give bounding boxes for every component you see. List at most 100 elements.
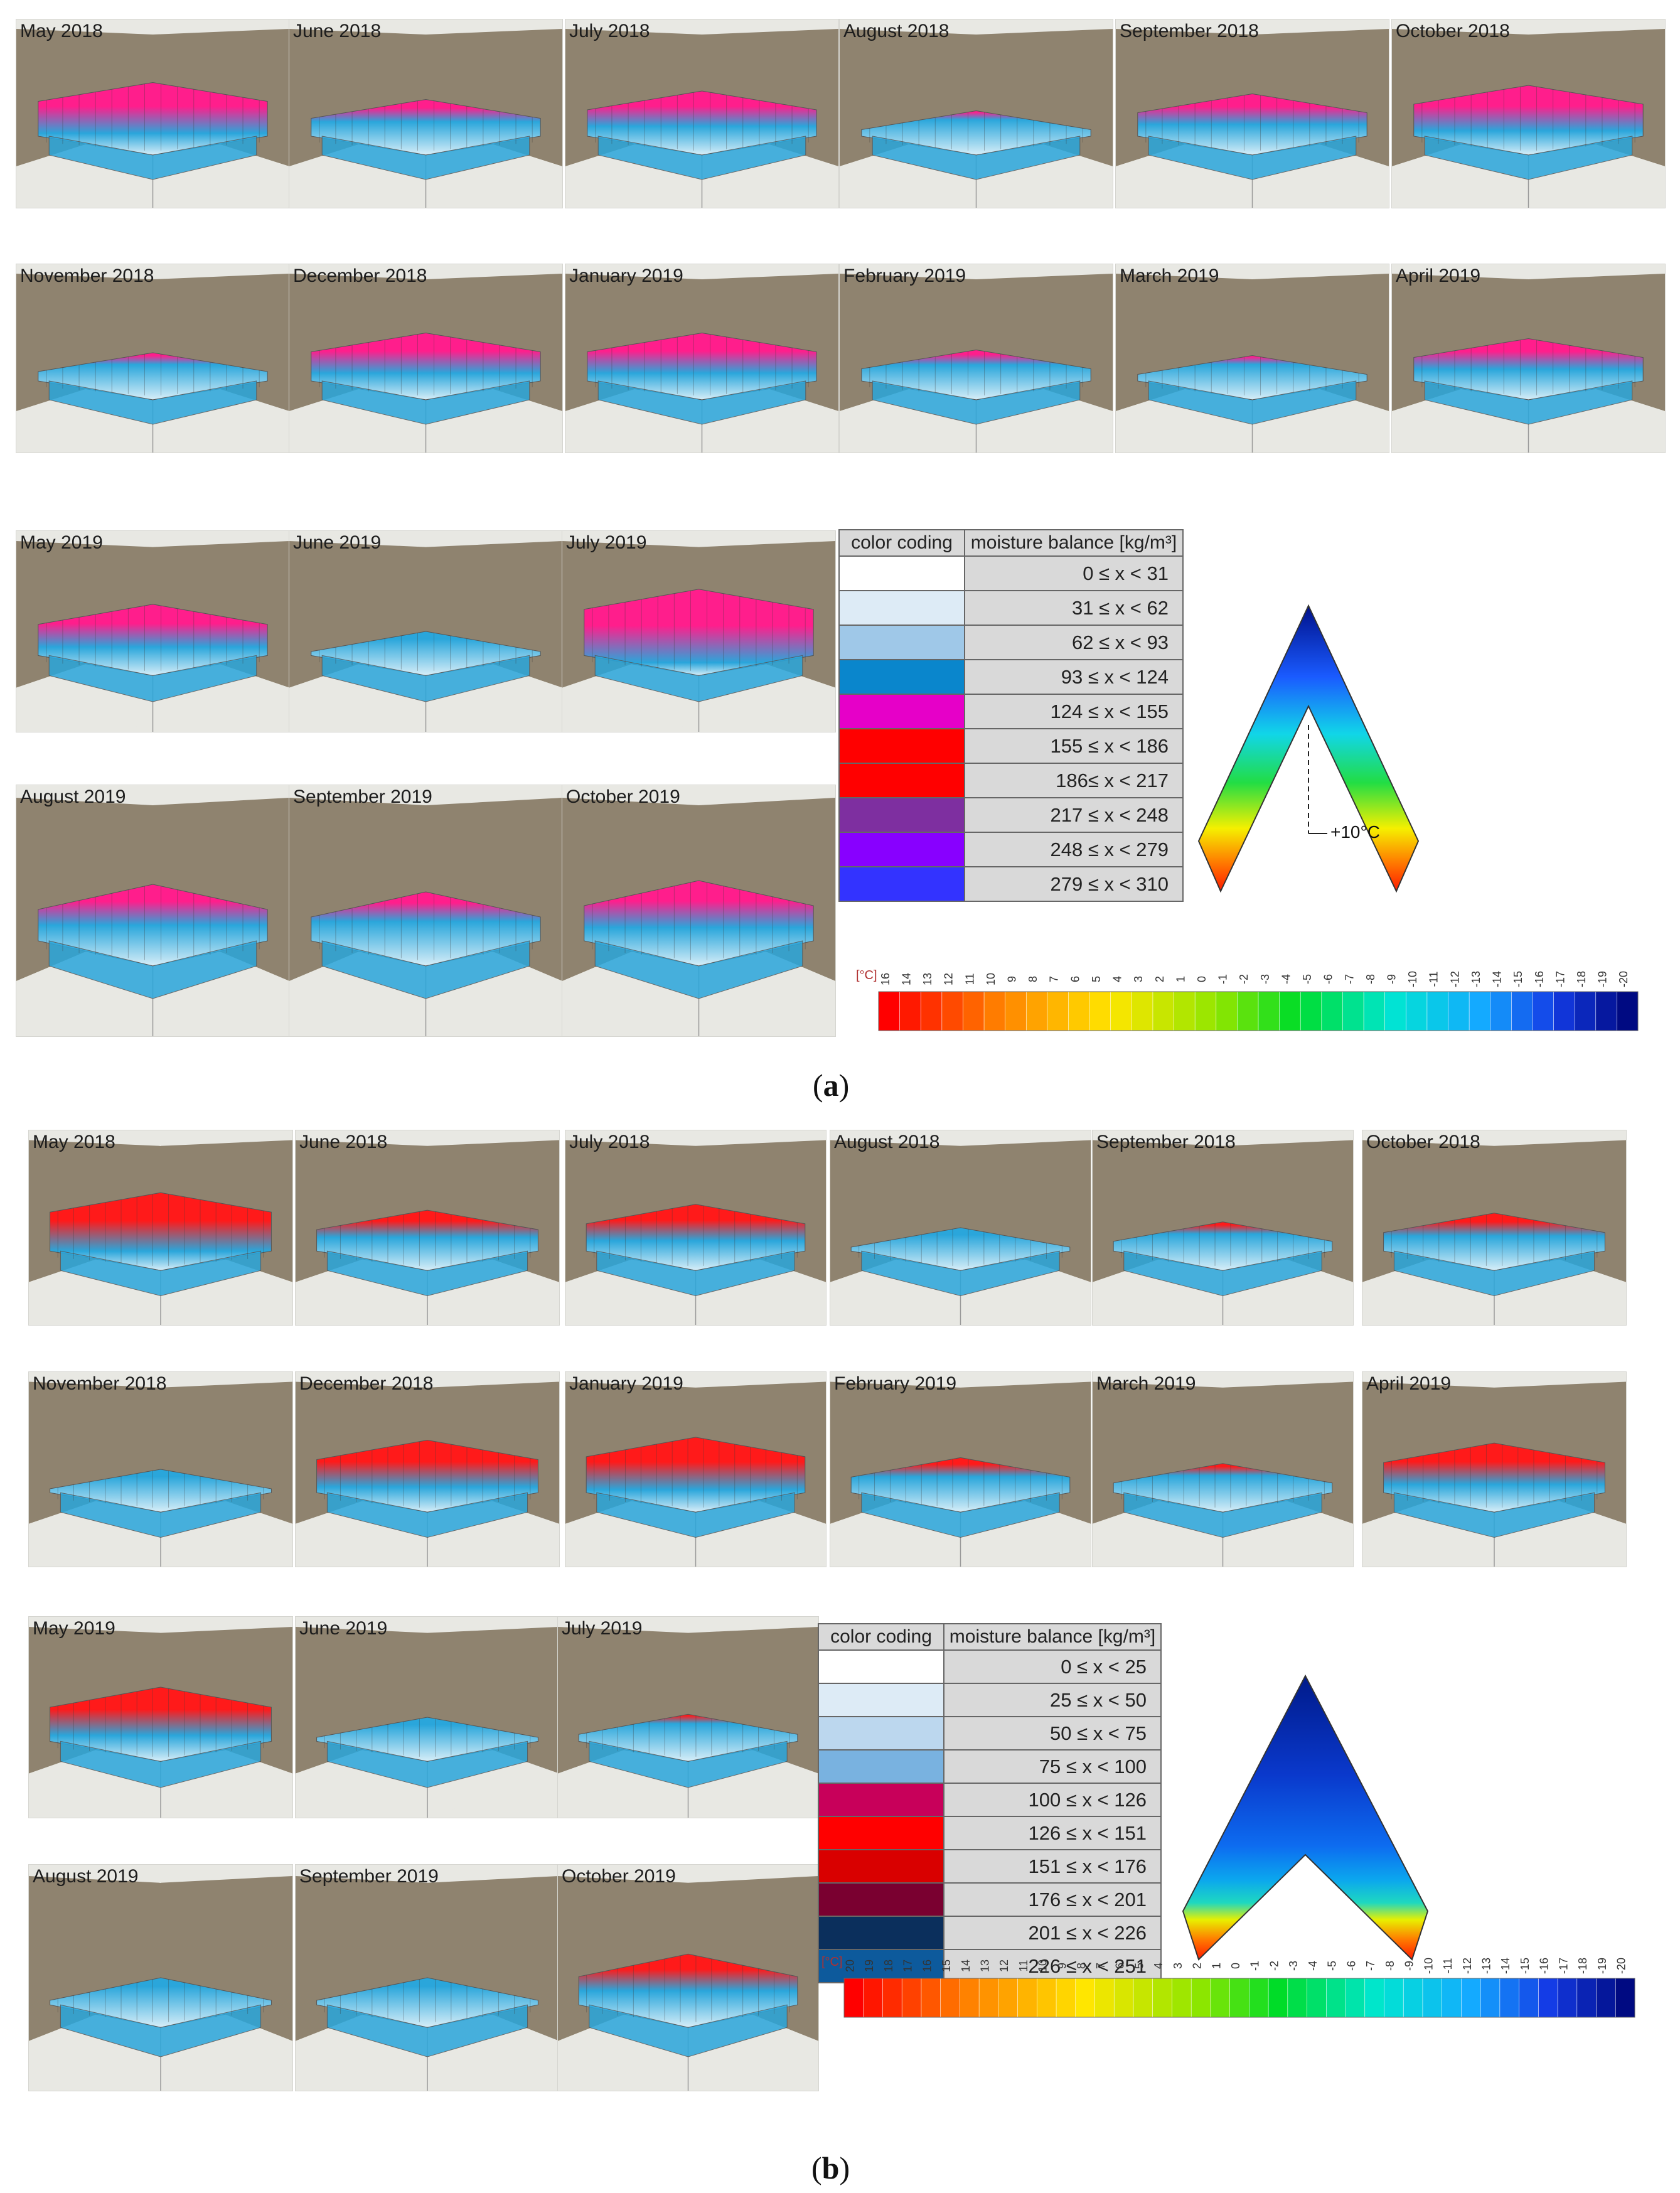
legend-table-b: color coding moisture balance [kg/m³] 0 … (818, 1623, 1162, 1983)
moisture-shelf (1393, 1250, 1595, 1297)
scale-tick-label: -5 (1301, 974, 1314, 984)
month-plot: May 2018 (28, 1130, 293, 1326)
caption-a-open: ( (813, 1068, 823, 1103)
scale-tick-label: -9 (1385, 974, 1398, 984)
legend-row: 279 ≤ x < 310 (838, 866, 1184, 902)
scale-swatch (882, 1978, 902, 2018)
scale-unit: [°C] (856, 968, 877, 982)
scale-swatch (1426, 991, 1449, 1031)
moisture-shelf (872, 380, 1081, 425)
legend-swatch (818, 1683, 944, 1717)
month-label: February 2019 (834, 1373, 957, 1394)
legend-range: 0 ≤ x < 25 (943, 1649, 1162, 1684)
legend-row: 248 ≤ x < 279 (838, 832, 1184, 867)
scale-swatch (1258, 991, 1280, 1031)
month-label: June 2018 (299, 1132, 388, 1152)
scale-tick-label: -10 (1422, 1958, 1435, 1974)
caption-b-open: ( (811, 2150, 822, 2185)
moisture-surface (850, 1457, 1071, 1513)
legend-swatch (818, 1649, 944, 1684)
scale-tick-label: -1 (1249, 1961, 1261, 1971)
month-plot: July 2018 (565, 1130, 827, 1326)
scale-swatch (1174, 991, 1196, 1031)
scale-tick-label: -6 (1345, 1961, 1357, 1971)
legend-swatch (838, 797, 965, 833)
scale-swatch (1499, 1978, 1520, 2018)
legend-swatch (818, 1916, 944, 1950)
scale-swatch (1321, 991, 1344, 1031)
moisture-shelf (872, 136, 1081, 180)
moisture-surface (311, 332, 541, 400)
month-label: July 2018 (569, 21, 650, 41)
moisture-surface (578, 1953, 798, 2028)
moisture-surface (586, 1204, 806, 1271)
month-label: March 2019 (1096, 1373, 1196, 1394)
month-plot: August 2018 (830, 1130, 1091, 1326)
scale-tick-label: -13 (1470, 971, 1482, 987)
scale-swatch (863, 1978, 884, 2018)
scale-swatch (1210, 1978, 1231, 2018)
scale-unit: [°C] (821, 1955, 843, 1969)
scale-tick-label: 16 (921, 1960, 933, 1972)
scale-swatch (1005, 991, 1027, 1031)
legend-range: 217 ≤ x < 248 (964, 797, 1184, 833)
scale-swatch (1557, 1978, 1578, 2018)
scale-swatch (1532, 991, 1554, 1031)
scale-tick-label: 4 (1111, 976, 1124, 982)
scale-swatch (1480, 1978, 1501, 2018)
scale-swatch (901, 1978, 922, 2018)
moisture-shelf (596, 1250, 795, 1297)
moisture-shelf (321, 655, 530, 702)
moisture-shelf (48, 136, 257, 180)
caption-a-letter: a (823, 1068, 839, 1103)
month-plot: June 2018 (289, 19, 563, 208)
moisture-surface (311, 891, 541, 967)
legend-range: 248 ≤ x < 279 (964, 832, 1184, 867)
moisture-shelf (1123, 1492, 1322, 1538)
legend-range: 176 ≤ x < 201 (943, 1882, 1162, 1917)
moisture-shelf (594, 655, 803, 702)
moisture-shelf (1123, 1250, 1322, 1297)
legend-row: 31 ≤ x < 62 (838, 590, 1184, 626)
scale-swatch (1519, 1978, 1539, 2018)
moisture-shelf (597, 380, 806, 425)
legend-swatch (838, 832, 965, 867)
scale-tick-label: -9 (1403, 1961, 1416, 1971)
month-plot: December 2018 (295, 1371, 560, 1567)
moisture-surface (316, 1209, 538, 1271)
scale-tick-label: 9 (1005, 976, 1018, 982)
legend-swatch (838, 555, 965, 591)
legend-swatch (838, 763, 965, 798)
moisture-shelf (60, 1250, 262, 1297)
scale-swatch (1461, 1978, 1481, 2018)
legend-range: 62 ≤ x < 93 (964, 625, 1184, 660)
scale-tick-label: 13 (978, 1960, 991, 1972)
scale-swatch (1190, 1978, 1211, 2018)
moisture-shelf (594, 940, 803, 999)
month-label: June 2018 (293, 21, 382, 41)
moisture-shelf (48, 655, 257, 702)
moisture-surface (1113, 1463, 1333, 1513)
scale-swatch (1469, 991, 1491, 1031)
month-plot: August 2019 (16, 785, 290, 1037)
scale-tick-label: -14 (1491, 971, 1504, 987)
legend-swatch (838, 866, 965, 902)
caption-b: (b) (811, 2150, 850, 2186)
moisture-surface (1113, 1221, 1333, 1271)
month-plot: January 2019 (565, 264, 839, 453)
scale-tick-label: -2 (1268, 1961, 1280, 1971)
scale-tick-label: 10 (985, 973, 997, 985)
month-label: July 2018 (569, 1132, 650, 1152)
scale-tick-label: -19 (1597, 971, 1609, 987)
scale-swatch (960, 1978, 980, 2018)
moisture-shelf (326, 1740, 528, 1788)
scale-swatch (1511, 991, 1533, 1031)
moisture-shelf (326, 1250, 528, 1297)
legend-swatch (818, 1783, 944, 1817)
scale-swatch (1595, 991, 1618, 1031)
legend-swatch (818, 1949, 944, 1983)
legend-row: 126 ≤ x < 151 (818, 1816, 1162, 1850)
moisture-surface (1383, 1442, 1605, 1513)
scale-tick-label: 19 (863, 1960, 875, 1972)
month-label: October 2019 (562, 1866, 676, 1887)
